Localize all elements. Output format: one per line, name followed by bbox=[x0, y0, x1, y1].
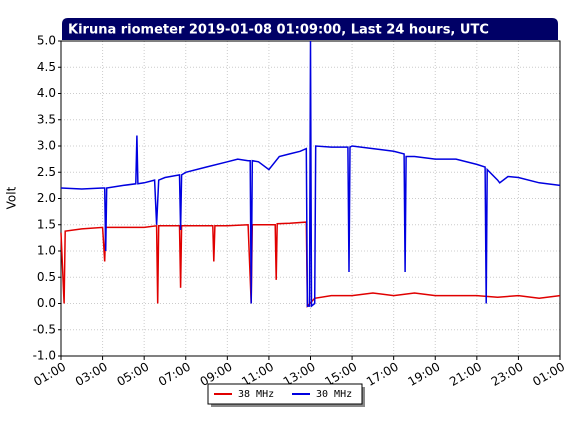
y-tick-label: 0.0 bbox=[37, 296, 56, 310]
y-tick-label: 4.5 bbox=[37, 60, 56, 74]
y-tick-label: 4.0 bbox=[37, 86, 56, 100]
x-tick-label: 21:00 bbox=[447, 360, 484, 389]
x-tick-label: 01:00 bbox=[530, 360, 567, 389]
chart-title: Kiruna riometer 2019-01-08 01:09:00, Las… bbox=[68, 23, 489, 38]
x-tick-label: 19:00 bbox=[406, 360, 443, 389]
y-axis-label: Volt bbox=[5, 186, 19, 209]
y-tick-label: 1.0 bbox=[37, 244, 56, 258]
title-bar bbox=[62, 18, 558, 40]
y-tick-label: -1.0 bbox=[33, 349, 56, 363]
y-tick-label: 1.5 bbox=[37, 217, 56, 231]
series-line bbox=[60, 221, 561, 308]
legend-label: 38 MHz bbox=[238, 389, 274, 400]
x-tick-label: 07:00 bbox=[156, 360, 193, 389]
y-tick-label: 0.5 bbox=[37, 270, 56, 284]
x-tick-label: 05:00 bbox=[114, 360, 151, 389]
y-tick-label: 2.0 bbox=[37, 191, 56, 205]
y-tick-label: 3.0 bbox=[37, 139, 56, 153]
legend-label: 30 MHz bbox=[316, 389, 352, 400]
y-tick-label: 5.0 bbox=[37, 34, 56, 48]
x-tick-label: 17:00 bbox=[364, 360, 401, 389]
series-line bbox=[60, 40, 561, 308]
x-tick-label: 03:00 bbox=[73, 360, 110, 389]
x-tick-label: 01:00 bbox=[31, 360, 68, 389]
x-tick-label: 23:00 bbox=[489, 360, 526, 389]
y-tick-label: -0.5 bbox=[33, 322, 56, 336]
y-tick-label: 3.5 bbox=[37, 112, 56, 126]
y-tick-label: 2.5 bbox=[37, 165, 56, 179]
legend-box bbox=[207, 383, 363, 405]
